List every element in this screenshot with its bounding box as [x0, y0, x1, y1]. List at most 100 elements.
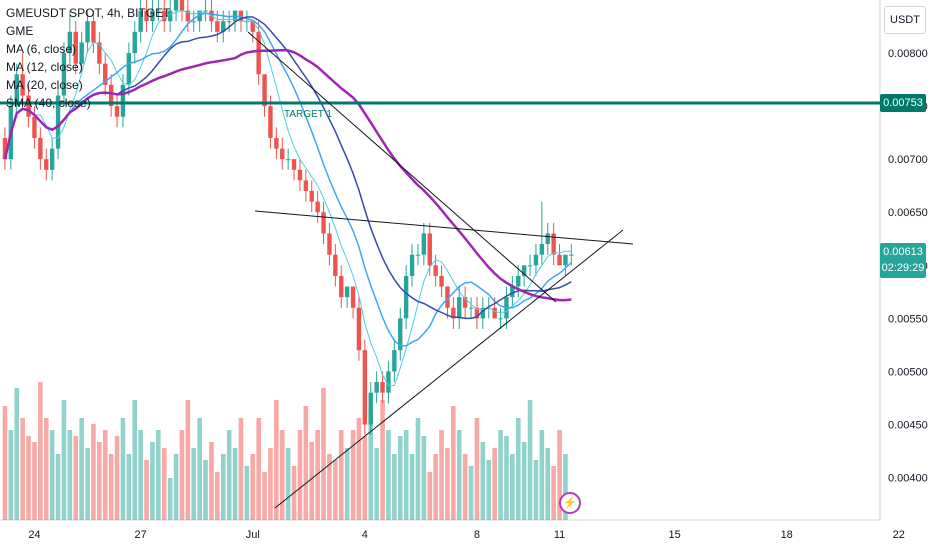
volume-bar — [215, 472, 220, 520]
volume-bar — [445, 448, 450, 520]
candle-body — [480, 307, 486, 319]
volume-bar — [150, 442, 155, 520]
current-price-value: 0.00613 — [883, 245, 923, 258]
candle-body — [333, 254, 338, 276]
volume-bar — [374, 448, 379, 520]
candle-body — [350, 286, 356, 308]
candle-body — [162, 10, 167, 22]
volume-bar — [274, 400, 279, 520]
legend-title: GMEUSDT SPOT, 4h, BITGET — [6, 6, 171, 20]
volume-bar — [97, 442, 102, 520]
candle-body — [474, 307, 480, 319]
volume-bar — [226, 430, 232, 520]
candle-body — [150, 10, 155, 22]
volume-bar — [108, 454, 114, 520]
volume-bar — [209, 442, 214, 520]
candle-body — [191, 21, 196, 23]
candle-body — [67, 31, 73, 54]
legend-item-ma12: MA (12, close) — [6, 60, 83, 74]
volume-bar — [350, 430, 356, 520]
candle-body — [427, 233, 432, 266]
volume-bar — [480, 442, 486, 520]
candle-body — [510, 286, 515, 298]
legend-item-ma20: MA (20, close) — [6, 78, 83, 92]
y-tick-label: 0.00450 — [888, 419, 928, 431]
ma6-line — [4, 10, 572, 387]
candle-body — [545, 233, 550, 245]
candle-body — [521, 265, 527, 276]
candle-body — [14, 74, 19, 107]
candle-body — [26, 95, 31, 117]
candle-body — [268, 106, 273, 138]
x-tick-label: 27 — [135, 529, 147, 541]
flash-icon[interactable]: ⚡ — [559, 492, 581, 514]
candle-body — [409, 254, 415, 276]
volume-bar — [238, 418, 244, 520]
moving-averages — [3, 10, 572, 387]
volume-bar — [38, 382, 43, 520]
volume-bar — [203, 460, 208, 520]
sma40-line — [3, 48, 572, 302]
volume-bar — [32, 442, 37, 520]
candle-body — [120, 84, 126, 117]
candle-body — [563, 254, 568, 266]
volume-bar — [427, 472, 433, 520]
candle-body — [91, 21, 96, 43]
volume-bar — [144, 460, 149, 520]
candle-body — [315, 201, 320, 213]
candle-body — [20, 74, 25, 96]
candle-body — [392, 350, 397, 372]
candle-body — [492, 307, 497, 319]
volume-bar — [356, 418, 362, 520]
candle-body — [221, 21, 226, 32]
candle-body — [179, 0, 185, 11]
x-tick-label: 8 — [474, 529, 480, 541]
candle-body — [516, 275, 521, 287]
volume-bar — [114, 436, 120, 520]
candle-body — [38, 137, 43, 160]
volume-bar — [551, 466, 556, 520]
volume-bar — [415, 418, 421, 520]
candle-body — [126, 53, 132, 85]
candle-body — [374, 382, 379, 393]
chart-legend: GMEUSDT SPOT, 4h, BITGET GME MA (6, clos… — [6, 4, 170, 112]
candle-body — [185, 10, 191, 22]
candle-body — [303, 180, 309, 192]
volume-bar — [197, 418, 202, 520]
candle-body — [44, 159, 49, 170]
volume-bar — [462, 454, 468, 520]
candle-body — [114, 106, 120, 117]
y-tick-label: 0.00500 — [888, 366, 928, 378]
target-label: TARGET 1 — [284, 109, 332, 120]
candle-body — [356, 307, 362, 351]
volume-bar — [14, 388, 20, 520]
current-price-tag: 0.00613 02:29:29 — [880, 242, 926, 278]
candle-body — [85, 21, 90, 43]
candle-body — [309, 191, 314, 202]
volume-bar — [397, 436, 403, 520]
volume-bar — [73, 436, 79, 520]
candle-body — [79, 42, 84, 64]
candle-body — [439, 275, 444, 287]
candle-body — [103, 63, 108, 85]
volume-bar — [43, 418, 49, 520]
currency-selector[interactable]: USDT — [884, 6, 926, 34]
upper-trendline — [247, 31, 557, 303]
volume-bar — [138, 430, 143, 520]
y-tick-label: 0.00550 — [888, 313, 928, 325]
candle-body — [344, 286, 350, 298]
candle-body — [451, 307, 456, 319]
candle-body — [250, 21, 255, 32]
candle-body — [173, 0, 179, 11]
candle-body — [368, 392, 373, 425]
volume-bar — [504, 436, 509, 520]
volume-bar — [126, 454, 132, 520]
candle-body — [551, 233, 556, 255]
candle-body — [203, 10, 208, 12]
volume-bar — [492, 448, 497, 520]
volume-bar — [333, 460, 338, 520]
volume-bar — [173, 454, 179, 520]
x-tick-label: 18 — [781, 529, 793, 541]
candle-body — [244, 21, 250, 23]
